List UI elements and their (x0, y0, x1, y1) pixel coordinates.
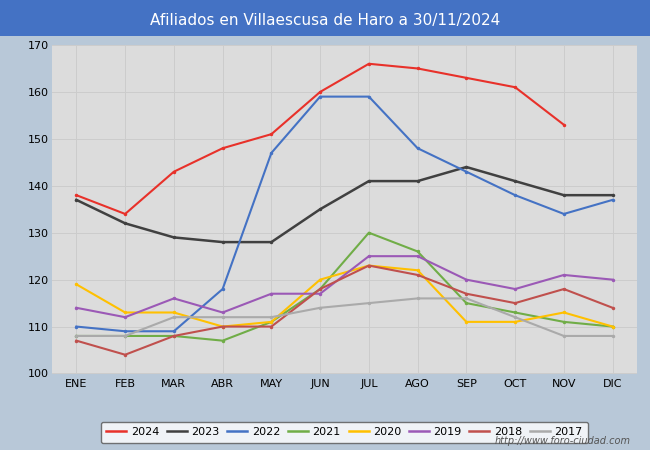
Text: http://www.foro-ciudad.com: http://www.foro-ciudad.com (495, 436, 630, 446)
Text: Afiliados en Villaescusa de Haro a 30/11/2024: Afiliados en Villaescusa de Haro a 30/11… (150, 13, 500, 28)
Legend: 2024, 2023, 2022, 2021, 2020, 2019, 2018, 2017: 2024, 2023, 2022, 2021, 2020, 2019, 2018… (101, 422, 588, 443)
